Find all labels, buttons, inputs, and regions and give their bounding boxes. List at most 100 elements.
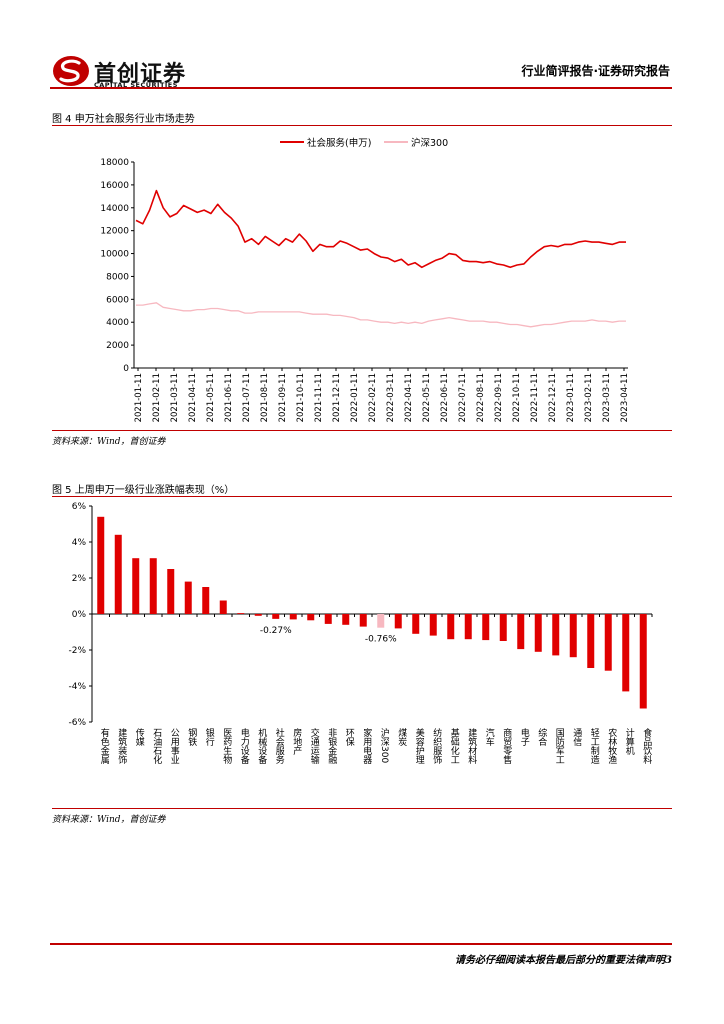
x-tick-label: 2022-05-11: [422, 373, 432, 422]
category-label: 交通运输: [309, 727, 320, 765]
footer-divider: [50, 943, 672, 945]
bar: [149, 558, 157, 614]
category-label: 社会服务: [274, 727, 285, 765]
y-tick-label: -6%: [68, 718, 86, 728]
x-tick-label: 2021-01-11: [134, 373, 144, 422]
figure5-title: 图 5 上周申万一级行业涨跌幅表现（%）: [52, 485, 235, 496]
category-label: 非银金融: [326, 727, 337, 765]
bar-chart: 6% 4% 2% 0% -2% -4% -6% 有色金属 建筑装饰 传媒 石油石化 公用事业 钢铁 银行医…: [68, 502, 653, 765]
bar: [377, 614, 385, 628]
bar: [447, 614, 455, 640]
category-label: 传媒: [134, 727, 145, 747]
data-label: -0.27%: [260, 626, 292, 636]
bar: [587, 614, 595, 668]
header-divider: [50, 87, 672, 89]
y-tick-label: 6000: [106, 295, 129, 305]
x-tick-label: 2021-02-11: [152, 373, 162, 422]
category-label: 银行: [204, 727, 215, 747]
y-tick-label: 0: [123, 364, 129, 374]
bar: [272, 614, 280, 619]
series-line-1: [136, 302, 626, 328]
bar: [289, 614, 297, 620]
figure4-source: 资料来源：Wind，首创证券: [52, 437, 166, 447]
bar: [639, 614, 647, 709]
bar: [237, 613, 245, 614]
category-label: 美容护理: [414, 727, 425, 764]
x-tick-label: 2022-12-11: [548, 373, 558, 422]
x-tick-label: 2022-06-11: [440, 373, 450, 422]
figure4-title: 图 4 申万社会服务行业市场走势: [52, 114, 195, 125]
figure5-source-rule: [52, 808, 672, 809]
bar: [342, 614, 350, 625]
bar: [622, 614, 630, 692]
bar: [394, 614, 402, 629]
category-label: 综合: [536, 727, 547, 747]
category-label: 公用事业: [169, 728, 180, 764]
y-tick-label: 4000: [106, 318, 129, 328]
x-tick-label: 2022-10-11: [512, 373, 522, 422]
bar: [307, 614, 315, 621]
category-label: 环保: [344, 728, 355, 747]
category-label: 钢铁: [186, 727, 197, 747]
category-label: 房地产: [291, 727, 302, 756]
x-tick-label: 2022-03-11: [386, 373, 396, 422]
bar: [184, 581, 192, 614]
logo-text: 首创证券: [94, 62, 187, 87]
y-tick-label: 2%: [72, 574, 87, 584]
y-tick-label: 4%: [72, 538, 87, 548]
bar: [167, 569, 175, 614]
category-label: 计算机: [624, 727, 635, 756]
figure4-source-rule: [52, 430, 672, 431]
category-label: 通信: [571, 728, 582, 747]
category-label: 家用电器: [361, 727, 372, 764]
data-label: -0.76%: [365, 635, 397, 645]
x-tick-label: 2021-10-11: [296, 373, 306, 422]
x-tick-label: 2022-01-11: [350, 373, 360, 422]
x-tick-label: 2021-08-11: [260, 373, 270, 422]
bar: [97, 516, 105, 614]
x-tick-label: 2023-04-11: [620, 373, 630, 422]
category-label: 汽车: [484, 727, 495, 747]
bar: [499, 614, 507, 641]
category-label: 煤炭: [396, 727, 407, 747]
figure5-source: 资料来源：Wind，首创证券: [52, 815, 166, 825]
bar: [604, 614, 612, 671]
y-tick-label: 2000: [106, 341, 129, 351]
bar: [534, 614, 542, 652]
bar: [482, 614, 490, 641]
y-tick-label: 12000: [100, 227, 129, 237]
category-label: 国防军工: [554, 728, 565, 764]
bar: [569, 614, 577, 658]
bar: [429, 614, 437, 636]
y-tick-label: -2%: [68, 646, 86, 656]
bar: [254, 614, 262, 616]
x-tick-label: 2021-12-11: [332, 373, 342, 422]
x-tick-label: 2023-02-11: [584, 373, 594, 422]
y-tick-label: 8000: [106, 272, 129, 282]
bar: [202, 587, 210, 614]
line-chart: 社会服务(申万) 沪深300 0 2000 4000 6000 8000 10000 12000…: [100, 137, 630, 422]
x-tick-label: 2022-04-11: [404, 373, 414, 422]
logo-subtext: CAPITAL SECURITIES: [94, 81, 178, 89]
legend-label-1: 沪深300: [411, 137, 448, 149]
bar: [517, 614, 525, 650]
x-tick-label: 2021-05-11: [206, 373, 216, 422]
category-label: 建筑材料: [466, 727, 477, 765]
bar: [114, 534, 122, 614]
x-tick-label: 2021-11-11: [314, 373, 324, 422]
category-label: 农林牧渔: [606, 727, 617, 764]
category-label: 医药生物: [221, 728, 232, 765]
bar: [359, 614, 367, 627]
x-tick-label: 2021-09-11: [278, 373, 288, 422]
x-tick-label: 2022-08-11: [476, 373, 486, 422]
bar: [464, 614, 472, 640]
x-tick-label: 2023-01-11: [566, 373, 576, 422]
x-tick-label: 2022-09-11: [494, 373, 504, 422]
category-label: 基础化工: [449, 727, 460, 764]
x-tick-label: 2022-11-11: [530, 373, 540, 422]
figure5-title-rule: [52, 496, 672, 497]
figure4-title-rule: [52, 125, 672, 126]
legend-label-0: 社会服务(申万): [307, 137, 371, 149]
category-label: 电子: [519, 727, 530, 746]
y-tick-label: -4%: [68, 682, 86, 692]
